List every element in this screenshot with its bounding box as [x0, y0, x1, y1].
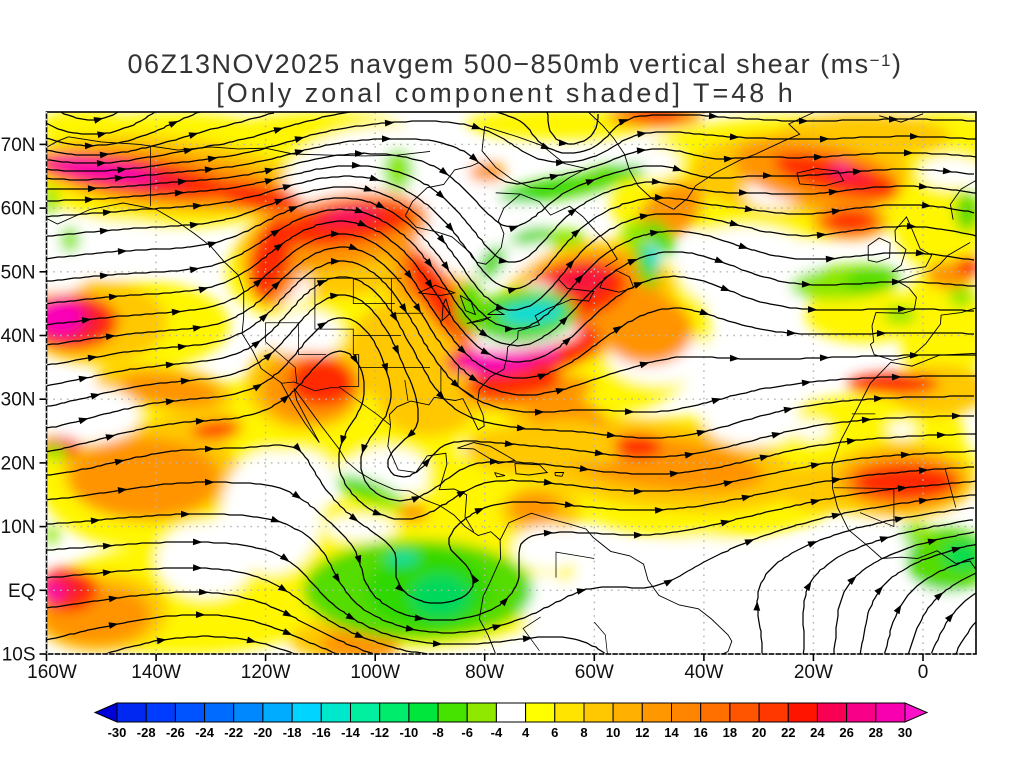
svg-text:16: 16: [693, 725, 707, 740]
svg-text:-24: -24: [195, 725, 215, 740]
svg-text:-12: -12: [370, 725, 389, 740]
svg-text:14: 14: [664, 725, 679, 740]
svg-text:12: 12: [635, 725, 649, 740]
svg-text:-20: -20: [254, 725, 273, 740]
svg-text:18: 18: [723, 725, 737, 740]
svg-text:-26: -26: [166, 725, 185, 740]
svg-text:EQ: EQ: [8, 581, 35, 602]
svg-text:4: 4: [522, 725, 530, 740]
svg-text:6: 6: [551, 725, 558, 740]
svg-text:-28: -28: [137, 725, 156, 740]
svg-text:8: 8: [580, 725, 587, 740]
svg-text:100W: 100W: [350, 662, 400, 683]
svg-text:-16: -16: [312, 725, 331, 740]
svg-text:80W: 80W: [465, 662, 504, 683]
svg-text:-8: -8: [432, 725, 444, 740]
svg-text:24: 24: [810, 725, 825, 740]
svg-text:-6: -6: [461, 725, 473, 740]
svg-text:50N: 50N: [1, 262, 36, 283]
svg-text:22: 22: [781, 725, 795, 740]
svg-text:70N: 70N: [1, 135, 36, 156]
svg-text:-22: -22: [224, 725, 243, 740]
svg-text:120W: 120W: [241, 662, 291, 683]
svg-text:30: 30: [898, 725, 912, 740]
svg-text:30N: 30N: [1, 390, 36, 411]
svg-text:-10: -10: [400, 725, 419, 740]
svg-text:0: 0: [918, 662, 929, 683]
svg-text:-14: -14: [341, 725, 361, 740]
svg-text:140W: 140W: [131, 662, 181, 683]
svg-text:28: 28: [869, 725, 883, 740]
svg-text:20W: 20W: [794, 662, 833, 683]
svg-text:60W: 60W: [575, 662, 614, 683]
svg-text:20: 20: [752, 725, 766, 740]
svg-text:10S: 10S: [2, 645, 36, 666]
svg-text:-4: -4: [491, 725, 503, 740]
svg-text:10: 10: [606, 725, 620, 740]
svg-text:20N: 20N: [1, 453, 36, 474]
svg-text:-18: -18: [283, 725, 302, 740]
svg-text:40W: 40W: [684, 662, 723, 683]
svg-text:40N: 40N: [1, 326, 36, 347]
svg-text:26: 26: [839, 725, 853, 740]
svg-text:160W: 160W: [27, 662, 77, 683]
svg-text:10N: 10N: [1, 517, 36, 538]
svg-text:-30: -30: [108, 725, 127, 740]
svg-text:60N: 60N: [1, 199, 36, 220]
